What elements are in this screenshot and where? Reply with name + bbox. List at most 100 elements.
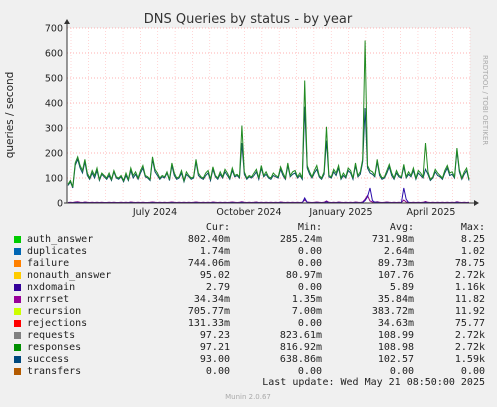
legend-max: 8.25 <box>460 234 485 245</box>
legend-cur: 93.00 <box>199 354 230 365</box>
legend-name: recursion <box>27 306 82 317</box>
legend-swatch <box>14 308 21 315</box>
legend-avg: 108.98 <box>377 342 414 353</box>
legend-min: 0.00 <box>297 282 322 293</box>
legend-avg: 34.63m <box>377 318 414 329</box>
y-tick-label: 600 <box>45 49 63 60</box>
legend-min: 638.86m <box>279 354 322 365</box>
legend-min: 1.35m <box>291 294 322 305</box>
header-avg: Avg: <box>389 222 414 233</box>
legend-min: 7.00m <box>291 306 322 317</box>
legend-avg: 102.57 <box>377 354 414 365</box>
header-cur: Cur: <box>205 222 230 233</box>
legend-name: transfers <box>27 366 82 377</box>
header-min: Min: <box>297 222 322 233</box>
legend-avg: 108.99 <box>377 330 414 341</box>
legend-max: 11.82 <box>454 294 485 305</box>
legend-max: 78.75 <box>454 258 485 269</box>
legend-row-auth_answer: auth_answer 802.40m 285.24m 731.98m 8.25 <box>0 234 497 246</box>
x-tick-label: April 2025 <box>407 207 456 218</box>
legend-cur: 0.00 <box>205 366 230 377</box>
series-line-responses <box>67 40 470 187</box>
x-tick-label: July 2024 <box>132 207 177 218</box>
y-tick-label: 200 <box>45 149 63 160</box>
y-tick-label: 0 <box>57 199 63 210</box>
y-axis-label: queries / second <box>4 72 16 159</box>
legend-name: success <box>27 354 70 365</box>
legend-name: nxrrset <box>27 294 70 305</box>
legend-max: 11.92 <box>454 306 485 317</box>
legend-avg: 35.84m <box>377 294 414 305</box>
x-tick-label: October 2024 <box>216 207 281 218</box>
y-tick-label: 100 <box>45 174 63 185</box>
legend-max: 1.59k <box>454 354 485 365</box>
legend-row-success: success 93.00 638.86m 102.57 1.59k <box>0 354 497 366</box>
legend-swatch <box>14 284 21 291</box>
legend-name: rejections <box>27 318 88 329</box>
legend-swatch <box>14 332 21 339</box>
y-tick-label: 500 <box>45 74 63 85</box>
legend-name: responses <box>27 342 82 353</box>
legend-name: nxdomain <box>27 282 76 293</box>
x-axis-arrow <box>474 200 479 206</box>
legend-row-nxdomain: nxdomain 2.79 0.00 5.89 1.16k <box>0 282 497 294</box>
legend-min: 0.00 <box>297 366 322 377</box>
legend-cur: 705.77m <box>187 306 230 317</box>
legend-max: 2.72k <box>454 342 485 353</box>
legend-min: 0.00 <box>297 246 322 257</box>
legend-min: 0.00 <box>297 258 322 269</box>
legend-row-duplicates: duplicates 1.74m 0.00 2.64m 1.02 <box>0 246 497 258</box>
x-ticks: July 2024 October 2024 January 2025 April 2… <box>132 207 456 218</box>
legend-max: 1.02 <box>460 246 485 257</box>
legend-max: 2.72k <box>454 270 485 281</box>
y-tick-label: 700 <box>45 24 63 35</box>
footer: Munin 2.0.67 <box>225 393 271 401</box>
legend-swatch <box>14 260 21 267</box>
legend-min: 823.61m <box>279 330 322 341</box>
legend-swatch <box>14 236 21 243</box>
legend-avg: 383.72m <box>371 306 414 317</box>
legend-cur: 95.02 <box>199 270 230 281</box>
legend-max: 2.72k <box>454 330 485 341</box>
legend-avg: 5.89 <box>389 282 414 293</box>
chart-title: DNS Queries by status - by year <box>144 12 353 27</box>
legend-swatch <box>14 296 21 303</box>
grid <box>67 27 471 204</box>
legend-cur: 744.06m <box>187 258 230 269</box>
legend-cur: 802.40m <box>187 234 230 245</box>
legend-row-nonauth_answer: nonauth_answer 95.02 80.97m 107.76 2.72k <box>0 270 497 282</box>
legend-max: 0.00 <box>460 366 485 377</box>
x-tick-label: January 2025 <box>308 207 372 218</box>
legend-header: Cur: Min: Avg: Max: <box>0 222 497 234</box>
legend-min: 285.24m <box>279 234 322 245</box>
legend-row-rejections: rejections 131.33m 0.00 34.63m 75.77 <box>0 318 497 330</box>
legend-swatch <box>14 344 21 351</box>
legend-cur: 97.23 <box>199 330 230 341</box>
legend-name: requests <box>27 330 76 341</box>
legend-max: 1.16k <box>454 282 485 293</box>
legend-cur: 2.79 <box>205 282 230 293</box>
legend-max: 75.77 <box>454 318 485 329</box>
legend-avg: 89.73m <box>377 258 414 269</box>
side-label: RRDTOOL / TOBI OETIKER <box>481 55 489 145</box>
legend-avg: 2.64m <box>383 246 414 257</box>
legend-swatch <box>14 320 21 327</box>
legend-row-failure: failure 744.06m 0.00 89.73m 78.75 <box>0 258 497 270</box>
legend-swatch <box>14 248 21 255</box>
legend-avg: 107.76 <box>377 270 414 281</box>
legend-swatch <box>14 368 21 375</box>
y-tick-label: 300 <box>45 124 63 135</box>
legend-name: failure <box>27 258 70 269</box>
legend-name: duplicates <box>27 246 88 257</box>
legend-cur: 1.74m <box>199 246 230 257</box>
y-ticks: 0 100 200 300 400 500 600 700 <box>45 24 63 210</box>
legend-min: 816.92m <box>279 342 322 353</box>
legend-name: nonauth_answer <box>27 270 112 281</box>
last-update: Last update: Wed May 21 08:50:00 2025 <box>262 377 485 388</box>
legend-min: 80.97m <box>285 270 322 281</box>
legend-row-requests: requests 97.23 823.61m 108.99 2.72k <box>0 330 497 342</box>
legend-row-responses: responses 97.21 816.92m 108.98 2.72k <box>0 342 497 354</box>
legend-cur: 97.21 <box>199 342 230 353</box>
legend-name: auth_answer <box>27 234 94 245</box>
legend-row-recursion: recursion 705.77m 7.00m 383.72m 11.92 <box>0 306 497 318</box>
